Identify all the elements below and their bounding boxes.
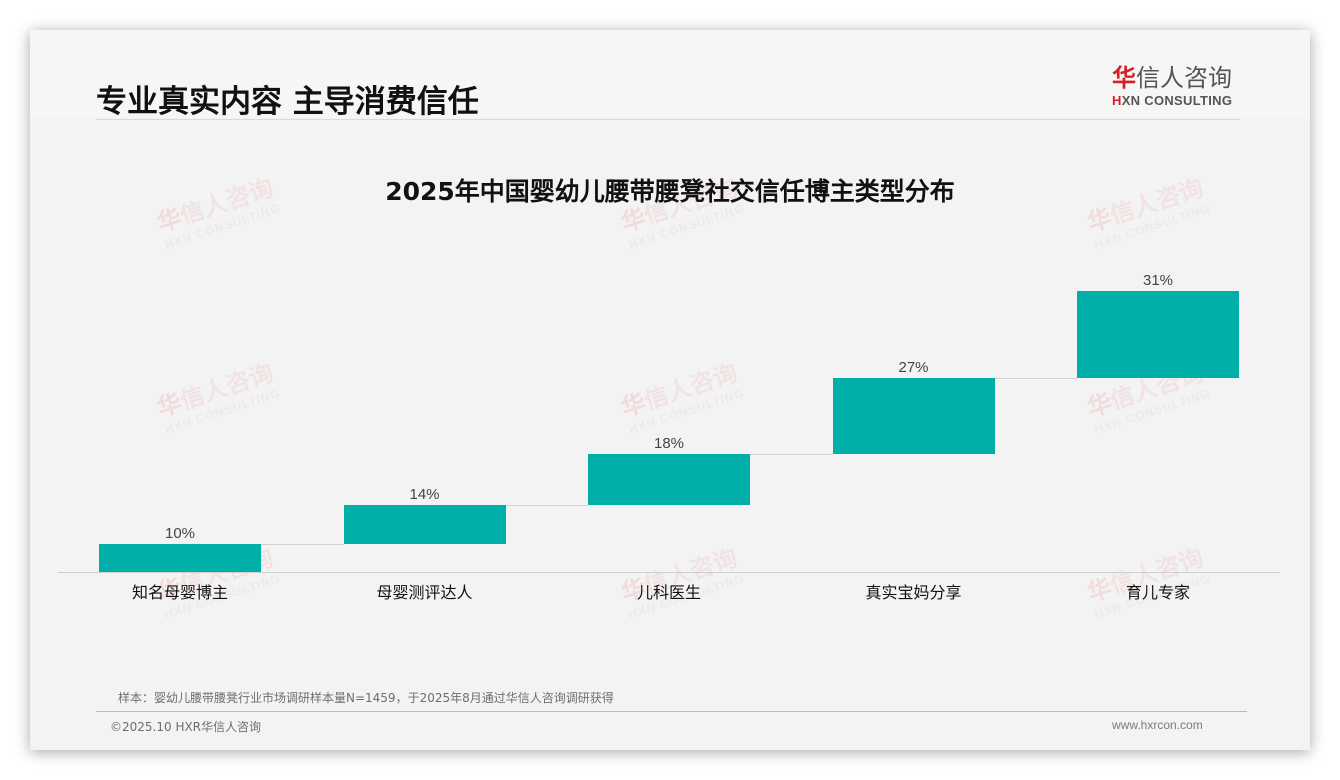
logo-name: 信人咨询 [1136, 64, 1232, 92]
bar-value-label: 10% [164, 524, 196, 542]
logo-chinese: 华信人咨询 [1112, 64, 1242, 92]
category-label: 知名母婴博主 [131, 583, 228, 602]
copyright: ©2025.10 HXR华信人咨询 [110, 720, 262, 734]
logo-en-name: XN CONSULTING [1121, 93, 1233, 108]
bar-value-label: 27% [898, 359, 929, 377]
website-link[interactable]: www.hxrcon.com [1112, 718, 1203, 732]
footer-divider [96, 711, 1247, 712]
category-label: 母婴测评达人 [376, 583, 473, 602]
bar-5 [1077, 291, 1239, 379]
logo-en-mark: H [1112, 93, 1122, 108]
slide: 专业真实内容 主导消费信任 华信人咨询 HXN CONSULTING 华信人咨询… [30, 30, 1310, 750]
category-label: 真实宝妈分享 [865, 583, 962, 602]
category-label: 育儿专家 [1125, 583, 1190, 602]
bar-value-label: 18% [653, 434, 685, 452]
logo-english: HXN CONSULTING [1112, 93, 1242, 108]
header-divider [96, 119, 1240, 120]
page-title: 专业真实内容 主导消费信任 [96, 84, 479, 120]
x-axis-baseline [58, 572, 1280, 573]
bar-value-label: 14% [409, 485, 440, 503]
bar-2 [343, 504, 506, 544]
bar-3 [588, 453, 750, 505]
header-band [30, 30, 1310, 118]
category-label: 儿科医生 [636, 583, 701, 602]
chart-title: 2025年中国婴幼儿腰带腰凳社交信任博主类型分布 [385, 177, 955, 206]
connector-line [994, 378, 1077, 380]
company-logo: 华信人咨询 HXN CONSULTING [1112, 64, 1242, 110]
connector-line [505, 504, 588, 506]
bar-1 [99, 543, 261, 572]
sample-note: 样本：婴幼儿腰带腰凳行业市场调研样本量N=1459，于2025年8月通过华信人咨… [118, 691, 614, 705]
logo-mark-char: 华 [1112, 64, 1136, 92]
connector-line [261, 543, 344, 545]
connector-line [750, 453, 833, 455]
bar-4 [832, 378, 995, 454]
bar-value-label: 31% [1142, 272, 1174, 289]
